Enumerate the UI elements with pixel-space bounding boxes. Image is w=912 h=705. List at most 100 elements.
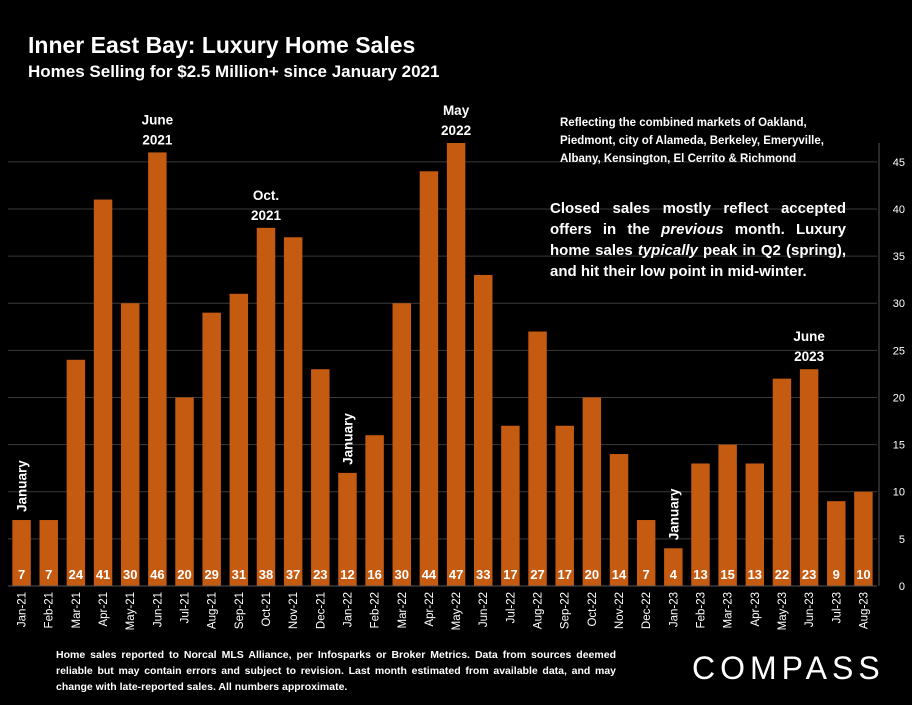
data-label: 17 xyxy=(557,567,571,582)
data-label: 47 xyxy=(449,567,463,582)
x-tick-label: Feb-21 xyxy=(44,592,56,628)
bar-Feb-23 xyxy=(691,463,710,586)
bar-Apr-22 xyxy=(419,171,439,586)
bar-Jul-23 xyxy=(827,501,846,586)
x-tick-label: Dec-21 xyxy=(315,592,327,629)
data-label: 41 xyxy=(96,567,110,582)
annotation-label: May xyxy=(443,103,470,118)
data-label: 31 xyxy=(232,567,246,582)
bar-Dec-21 xyxy=(311,369,330,586)
bar-Sep-22 xyxy=(555,425,574,586)
bar-Apr-23 xyxy=(745,463,765,586)
bar-Aug-21 xyxy=(202,312,221,586)
x-tick-label: Nov-21 xyxy=(288,592,300,629)
data-label: 20 xyxy=(585,567,599,582)
data-label: 4 xyxy=(670,567,678,582)
data-label: 23 xyxy=(313,567,327,582)
compass-logo: COMPASS xyxy=(692,650,885,686)
bar-Jan-22 xyxy=(338,472,357,586)
annotation-label: January xyxy=(666,488,681,540)
y-tick-label: 40 xyxy=(893,204,905,216)
annotation-label: 2021 xyxy=(251,208,282,223)
data-label: 29 xyxy=(204,567,218,582)
bar-Oct-22 xyxy=(582,397,602,586)
data-label: 12 xyxy=(340,567,354,582)
x-tick-label: Dec-22 xyxy=(641,592,653,629)
bar-Jul-21 xyxy=(175,397,194,586)
y-tick-label: 45 xyxy=(893,157,905,169)
data-label: 23 xyxy=(802,567,816,582)
x-tick-label: Jun-21 xyxy=(152,592,164,627)
seasonality-note: Closed sales mostly reflect accepted off… xyxy=(550,200,846,280)
bar-Jun-21 xyxy=(148,152,167,586)
x-tick-label: Jun-23 xyxy=(804,592,816,627)
data-label: 20 xyxy=(177,567,191,582)
data-label: 15 xyxy=(720,567,734,582)
annotation-label: 2023 xyxy=(794,349,825,364)
bar-Nov-21 xyxy=(283,237,303,587)
data-label: 30 xyxy=(123,567,137,582)
x-tick-label: Jan-21 xyxy=(17,592,29,627)
x-tick-label: May-21 xyxy=(125,592,137,630)
bar-Jul-22 xyxy=(501,425,520,586)
bars: 7 7 24 41 30 46 20 29 31 38 37 23 12 16 30 44 47 33 17 27 17… xyxy=(12,143,873,587)
data-label: 7 xyxy=(643,567,650,582)
bar-Jun-23 xyxy=(799,369,819,586)
bar-Aug-23 xyxy=(854,491,873,586)
annotation-label: 2021 xyxy=(142,132,173,147)
x-tick-label: Feb-22 xyxy=(370,592,382,628)
data-label: 13 xyxy=(693,567,707,582)
source-footnote: Home sales reported to Norcal MLS Allian… xyxy=(56,649,616,693)
bar-Feb-22 xyxy=(365,435,384,586)
annotation-label: June xyxy=(793,329,825,344)
y-tick-label: 0 xyxy=(899,581,905,593)
bar-Dec-22 xyxy=(636,520,656,586)
bar-Oct-21 xyxy=(256,227,276,587)
data-label: 33 xyxy=(476,567,490,582)
x-tick-label: Nov-22 xyxy=(614,592,626,629)
bar-Mar-22 xyxy=(392,303,411,586)
x-tick-label: Apr-21 xyxy=(98,592,110,627)
annotations: June 2021 Oct. 2021 May 2022 June 2023 January Ja… xyxy=(15,103,826,540)
data-label: 24 xyxy=(69,567,84,582)
x-tick-label: Jan-22 xyxy=(342,592,354,627)
bar-Jan-21 xyxy=(12,520,31,586)
bar-Nov-22 xyxy=(609,454,629,586)
y-tick-label: 20 xyxy=(893,392,905,404)
data-label: 17 xyxy=(503,567,517,582)
x-tick-label: Jul-21 xyxy=(180,592,192,623)
x-tick-label: Sep-22 xyxy=(560,592,572,629)
bar-Aug-22 xyxy=(528,331,547,586)
y-tick-label: 5 xyxy=(899,534,905,546)
x-tick-label: May-23 xyxy=(777,592,789,630)
bar-May-21 xyxy=(120,303,140,586)
data-label: 44 xyxy=(422,567,437,582)
bar-Mar-21 xyxy=(66,359,86,586)
bar-May-23 xyxy=(772,378,792,586)
markets-note: Reflecting the combined markets of Oakla… xyxy=(560,117,824,165)
bar-Apr-21 xyxy=(93,199,113,586)
x-tick-label: Aug-21 xyxy=(207,592,219,629)
y-tick-label: 25 xyxy=(893,345,905,357)
bar-Sep-21 xyxy=(229,293,249,586)
x-tick-label: Sep-21 xyxy=(234,592,246,629)
x-tick-label: Mar-22 xyxy=(397,592,409,628)
annotation-label: June xyxy=(142,112,174,127)
data-label: 9 xyxy=(833,567,840,582)
annotation-label: 2022 xyxy=(441,123,471,138)
bar-Jun-22 xyxy=(474,274,493,586)
x-tick-label: Mar-23 xyxy=(723,592,735,628)
x-tick-label: Jul-22 xyxy=(505,592,517,623)
chart-title: Inner East Bay: Luxury Home Sales xyxy=(28,32,416,58)
x-tick-label: Mar-21 xyxy=(71,592,83,628)
bar-Feb-21 xyxy=(39,520,58,586)
data-label: 37 xyxy=(286,567,300,582)
data-label: 22 xyxy=(775,567,789,582)
x-tick-label: Jun-22 xyxy=(478,592,490,627)
x-tick-label: Oct-22 xyxy=(587,592,599,627)
x-tick-label: Apr-22 xyxy=(424,592,436,627)
bar-Jan-23 xyxy=(664,548,683,586)
data-label: 14 xyxy=(612,567,627,582)
x-tick-label: Jul-23 xyxy=(831,592,843,623)
